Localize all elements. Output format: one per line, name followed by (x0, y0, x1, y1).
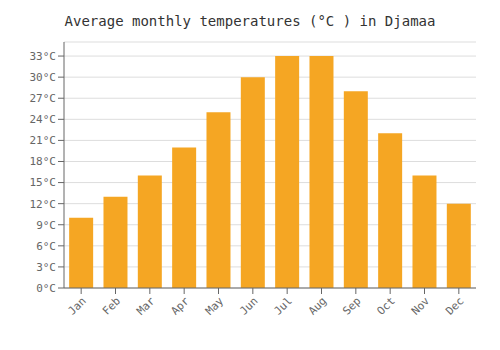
svg-text:12°C: 12°C (30, 198, 57, 211)
svg-text:18°C: 18°C (30, 155, 57, 168)
svg-text:0°C: 0°C (36, 282, 56, 295)
svg-text:24°C: 24°C (30, 113, 57, 126)
svg-text:Oct: Oct (375, 294, 398, 317)
svg-text:15°C: 15°C (30, 176, 57, 189)
svg-text:3°C: 3°C (36, 261, 56, 274)
svg-text:9°C: 9°C (36, 219, 56, 232)
svg-text:27°C: 27°C (30, 92, 57, 105)
svg-text:Jul: Jul (272, 294, 295, 317)
svg-text:Feb: Feb (100, 294, 123, 317)
svg-text:21°C: 21°C (30, 134, 57, 147)
svg-text:Nov: Nov (409, 294, 433, 318)
svg-text:Mar: Mar (134, 294, 158, 318)
svg-text:Jun: Jun (237, 294, 260, 317)
svg-text:Aug: Aug (306, 294, 329, 317)
svg-text:Dec: Dec (443, 294, 466, 317)
svg-text:33°C: 33°C (30, 50, 57, 63)
svg-text:6°C: 6°C (36, 240, 56, 253)
html-text:Average monthly temperatures (: Average monthly temperatures (°C ) in Dj… (64, 13, 436, 29)
svg-text:Sep: Sep (340, 294, 363, 317)
svg-text:30°C: 30°C (30, 71, 57, 84)
svg-text:Jan: Jan (66, 294, 89, 317)
svg-text:Apr: Apr (169, 294, 193, 318)
svg-text:May: May (203, 294, 227, 318)
